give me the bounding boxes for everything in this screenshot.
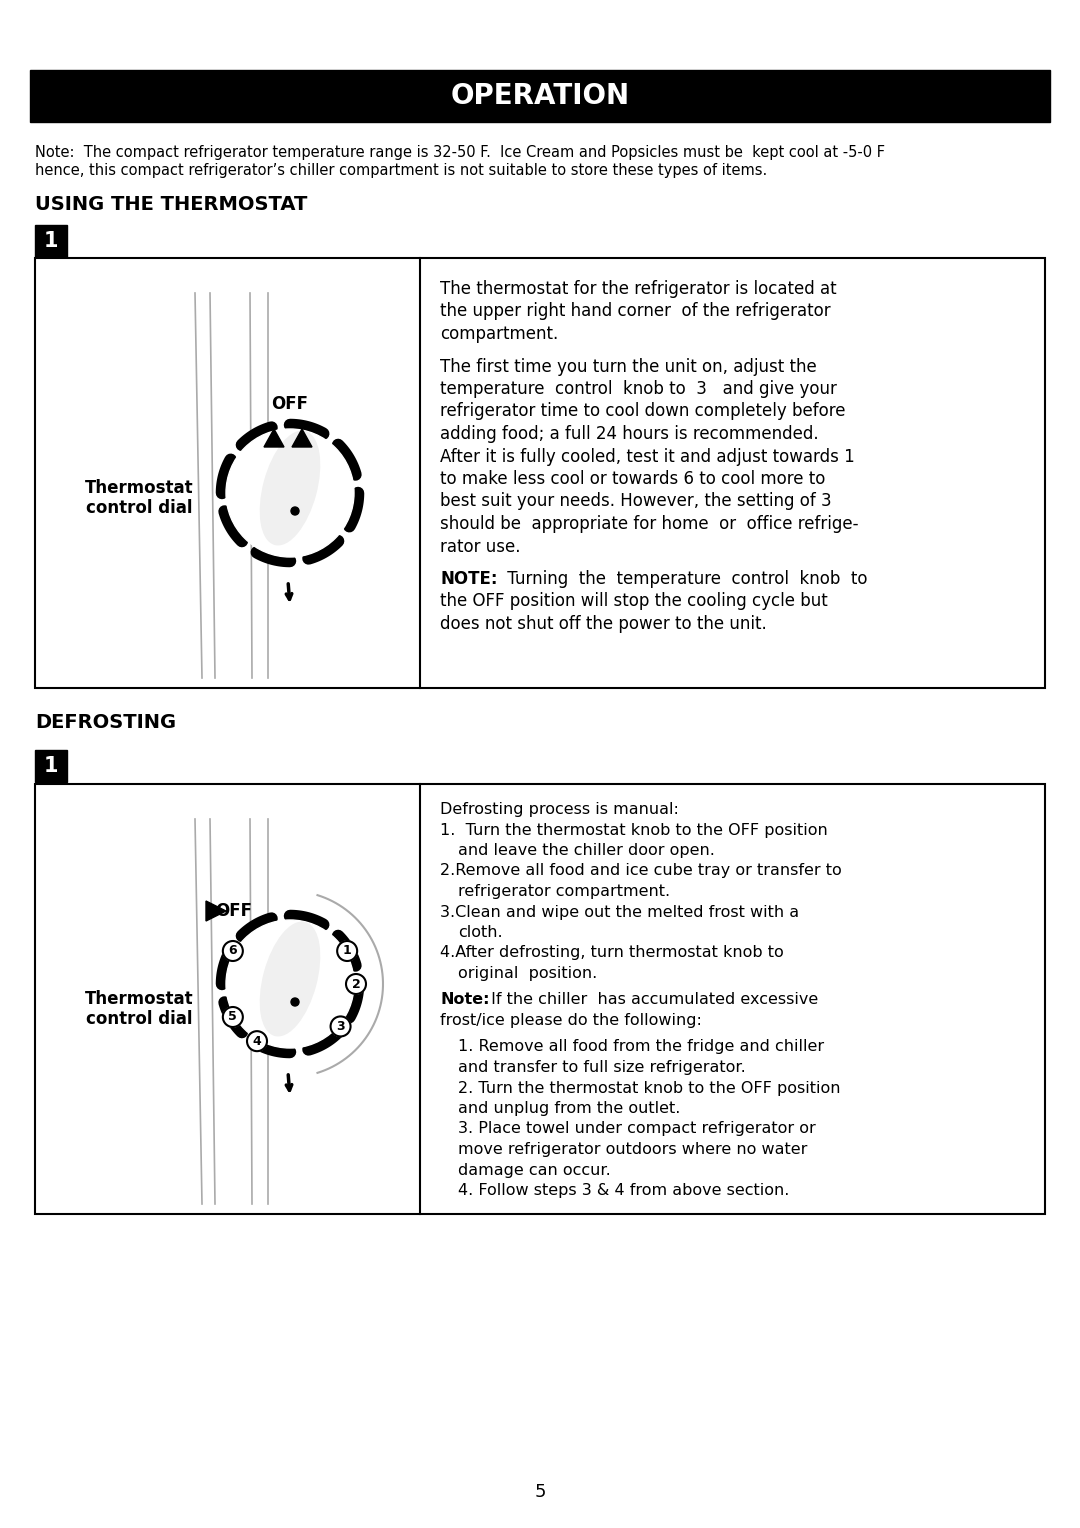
Text: best suit your needs. However, the setting of 3: best suit your needs. However, the setti…: [440, 492, 832, 510]
Circle shape: [226, 429, 354, 558]
Circle shape: [226, 920, 354, 1048]
Text: the upper right hand corner  of the refrigerator: the upper right hand corner of the refri…: [440, 303, 831, 321]
Text: 3.Clean and wipe out the melted frost with a: 3.Clean and wipe out the melted frost wi…: [440, 905, 799, 920]
Text: 4. Follow steps 3 & 4 from above section.: 4. Follow steps 3 & 4 from above section…: [458, 1183, 789, 1198]
Text: 6: 6: [229, 944, 238, 958]
Text: 1. Remove all food from the fridge and chiller: 1. Remove all food from the fridge and c…: [458, 1039, 824, 1054]
Circle shape: [330, 1016, 351, 1036]
Circle shape: [222, 1007, 243, 1027]
Text: refrigerator compartment.: refrigerator compartment.: [458, 885, 670, 898]
Text: After it is fully cooled, test it and adjust towards 1: After it is fully cooled, test it and ad…: [440, 448, 854, 466]
Circle shape: [222, 941, 243, 961]
Text: the OFF position will stop the cooling cycle but: the OFF position will stop the cooling c…: [440, 593, 827, 611]
Text: frost/ice please do the following:: frost/ice please do the following:: [440, 1013, 702, 1028]
Text: OFF: OFF: [271, 396, 309, 413]
Text: hence, this compact refrigerator’s chiller compartment is not suitable to store : hence, this compact refrigerator’s chill…: [35, 163, 767, 177]
Text: and unplug from the outlet.: and unplug from the outlet.: [458, 1102, 680, 1115]
Text: 3. Place towel under compact refrigerator or: 3. Place towel under compact refrigerato…: [458, 1122, 815, 1137]
Bar: [35, 258, 1045, 688]
Text: DEFROSTING: DEFROSTING: [35, 714, 176, 732]
Text: OFF: OFF: [215, 902, 252, 920]
Text: does not shut off the power to the unit.: does not shut off the power to the unit.: [440, 614, 767, 633]
Text: Thermostat
control dial: Thermostat control dial: [85, 990, 193, 1028]
Circle shape: [337, 941, 357, 961]
Text: cloth.: cloth.: [458, 924, 502, 940]
Text: 5: 5: [535, 1484, 545, 1500]
Text: Defrosting process is manual:: Defrosting process is manual:: [440, 802, 679, 817]
Circle shape: [291, 507, 299, 515]
Text: adding food; a full 24 hours is recommended.: adding food; a full 24 hours is recommen…: [440, 425, 819, 443]
Text: 2. Turn the thermostat knob to the OFF position: 2. Turn the thermostat knob to the OFF p…: [458, 1080, 840, 1096]
Text: rator use.: rator use.: [440, 538, 521, 556]
Text: OPERATION: OPERATION: [450, 83, 630, 110]
Text: Note:  The compact refrigerator temperature range is 32-50 F.  Ice Cream and Pop: Note: The compact refrigerator temperatu…: [35, 145, 885, 160]
Circle shape: [247, 1031, 267, 1051]
Text: 4: 4: [253, 1034, 261, 1048]
Text: The thermostat for the refrigerator is located at: The thermostat for the refrigerator is l…: [440, 280, 837, 298]
Polygon shape: [292, 429, 312, 448]
Circle shape: [291, 998, 299, 1005]
Bar: [35, 750, 67, 782]
Text: Thermostat
control dial: Thermostat control dial: [85, 478, 193, 518]
Ellipse shape: [260, 923, 320, 1036]
Text: Turning  the  temperature  control  knob  to: Turning the temperature control knob to: [502, 570, 867, 588]
Text: and leave the chiller door open.: and leave the chiller door open.: [458, 843, 715, 859]
Text: The first time you turn the unit on, adjust the: The first time you turn the unit on, adj…: [440, 358, 816, 376]
Text: 1: 1: [44, 756, 58, 776]
Text: USING THE THERMOSTAT: USING THE THERMOSTAT: [35, 196, 308, 214]
Text: to make less cool or towards 6 to cool more to: to make less cool or towards 6 to cool m…: [440, 471, 825, 487]
Text: Note:: Note:: [440, 993, 489, 1007]
Circle shape: [346, 973, 366, 995]
Ellipse shape: [260, 431, 320, 544]
Text: 2: 2: [352, 978, 361, 990]
Text: 1: 1: [44, 231, 58, 251]
Text: move refrigerator outdoors where no water: move refrigerator outdoors where no wate…: [458, 1141, 808, 1157]
Bar: [35, 225, 67, 257]
Text: refrigerator time to cool down completely before: refrigerator time to cool down completel…: [440, 402, 846, 420]
Polygon shape: [264, 429, 284, 448]
Bar: [30, 70, 1050, 122]
Text: 4.After defrosting, turn thermostat knob to: 4.After defrosting, turn thermostat knob…: [440, 946, 784, 961]
Text: 3: 3: [336, 1019, 345, 1033]
Text: compartment.: compartment.: [440, 325, 558, 342]
Text: and transfer to full size refrigerator.: and transfer to full size refrigerator.: [458, 1060, 746, 1076]
Text: If the chiller  has accumulated excessive: If the chiller has accumulated excessive: [486, 993, 819, 1007]
Text: should be  appropriate for home  or  office refrige-: should be appropriate for home or office…: [440, 515, 859, 533]
Text: 2.Remove all food and ice cube tray or transfer to: 2.Remove all food and ice cube tray or t…: [440, 863, 841, 879]
Text: 5: 5: [229, 1010, 238, 1024]
Bar: [35, 784, 1045, 1215]
Text: original  position.: original position.: [458, 966, 597, 981]
Polygon shape: [206, 902, 226, 921]
Text: 1: 1: [342, 944, 351, 958]
Text: NOTE:: NOTE:: [440, 570, 498, 588]
Text: temperature  control  knob to  3   and give your: temperature control knob to 3 and give y…: [440, 380, 837, 397]
Text: 1.  Turn the thermostat knob to the OFF position: 1. Turn the thermostat knob to the OFF p…: [440, 822, 827, 837]
Text: damage can occur.: damage can occur.: [458, 1163, 611, 1178]
